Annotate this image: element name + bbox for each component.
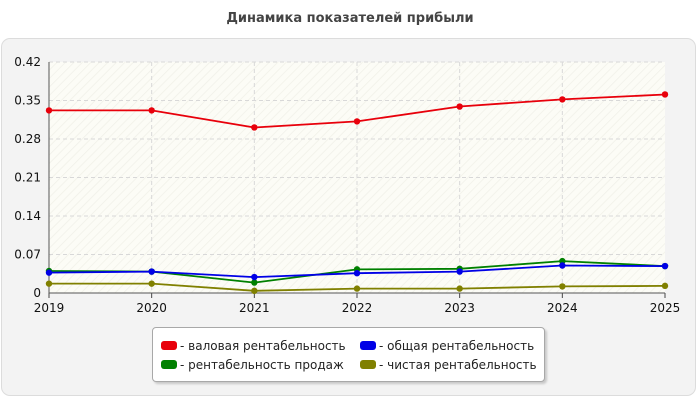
data-point: [353, 118, 361, 125]
data-point: [148, 280, 155, 287]
data-point: [661, 262, 669, 270]
chart-legend: - валовая рентабельность - общая рентабе…: [152, 327, 545, 382]
axes: [48, 62, 666, 298]
tick-labels: 0 0.07 0.14 0.21 0.28 0.35 0.42 2019 2020 2021 202…: [14, 55, 680, 315]
series-lines: [45, 91, 669, 294]
data-point: [251, 279, 258, 286]
legend-label: - валовая рентабельность: [180, 338, 346, 353]
legend-label: - рентабельность продаж: [180, 357, 344, 372]
data-point: [148, 107, 155, 114]
legend-label: - общая рентабельность: [379, 338, 535, 353]
data-point: [148, 268, 155, 275]
data-point: [45, 107, 53, 114]
y-tick-label: 0.42: [14, 55, 41, 69]
x-tick-label: 2022: [342, 301, 373, 315]
x-tick-label: 2023: [444, 301, 475, 315]
data-point: [353, 270, 361, 277]
legend-item: - чистая рентабельность: [360, 355, 550, 374]
data-point: [456, 268, 463, 275]
data-point: [456, 103, 463, 110]
x-tick-label: 2021: [239, 301, 270, 315]
y-tick-label: 0: [33, 286, 41, 300]
legend-swatch: [360, 360, 376, 369]
gridlines: [49, 61, 665, 293]
legend-swatch: [360, 341, 376, 350]
y-tick-label: 0.21: [14, 171, 41, 185]
y-tick-label: 0.07: [14, 248, 41, 262]
data-point: [251, 124, 258, 131]
legend-swatch: [161, 341, 177, 350]
data-point: [456, 285, 463, 292]
x-tick-label: 2020: [136, 301, 167, 315]
chart-title: Динамика показателей прибыли: [226, 11, 474, 26]
data-point: [251, 287, 258, 294]
data-point: [559, 96, 566, 103]
legend-item: - общая рентабельность: [360, 336, 550, 355]
y-tick-label: 0.14: [14, 209, 41, 223]
x-tick-label: 2024: [547, 301, 578, 315]
data-point: [559, 257, 566, 265]
data-point: [45, 280, 53, 287]
legend-label: - чистая рентабельность: [379, 357, 537, 372]
data-point: [559, 283, 566, 290]
y-tick-label: 0.35: [14, 94, 41, 108]
x-tick-label: 2025: [650, 301, 681, 315]
legend-item: - валовая рентабельность: [161, 336, 360, 355]
data-point: [251, 273, 258, 281]
data-point: [559, 262, 566, 269]
data-point: [661, 282, 669, 290]
y-tick-label: 0.28: [14, 132, 41, 146]
data-point: [353, 285, 361, 292]
x-tick-label: 2019: [34, 301, 65, 315]
legend-item: - рентабельность продаж: [161, 355, 360, 374]
data-point: [661, 91, 669, 98]
data-point: [45, 269, 53, 276]
legend-swatch: [161, 360, 177, 369]
